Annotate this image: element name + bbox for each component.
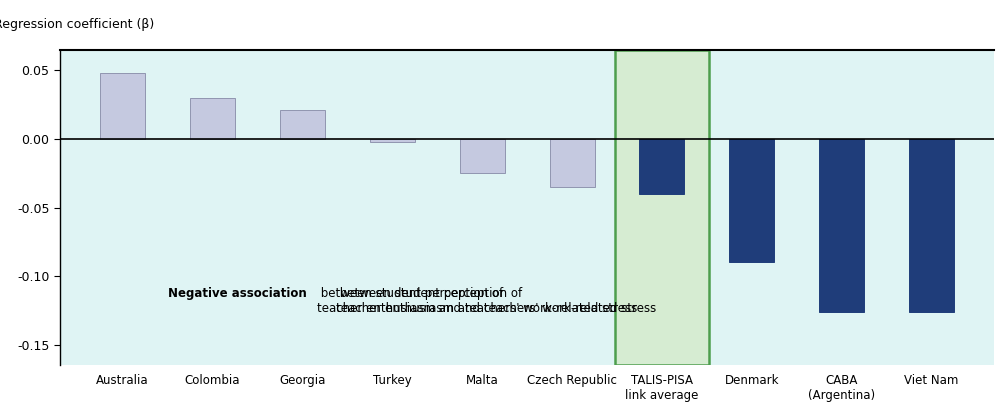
Bar: [550, 139, 595, 187]
Bar: [460, 139, 505, 173]
Bar: [729, 139, 774, 262]
Bar: [909, 139, 954, 312]
Text: Negative association: Negative association: [168, 287, 306, 300]
Text: between student perception of
teacher enthusiasm and teachers' work-related stre: between student perception of teacher en…: [317, 287, 637, 315]
Bar: [100, 73, 145, 139]
Bar: [190, 98, 235, 139]
Bar: [615, 50, 709, 366]
Text: Regression coefficient (β): Regression coefficient (β): [0, 18, 155, 31]
Text: between student perception of
teacher enthusiasm and teachers' work-related stre: between student perception of teacher en…: [336, 287, 656, 315]
Bar: [819, 139, 864, 312]
Bar: [280, 110, 325, 139]
Bar: [370, 139, 415, 142]
Bar: [639, 139, 684, 194]
